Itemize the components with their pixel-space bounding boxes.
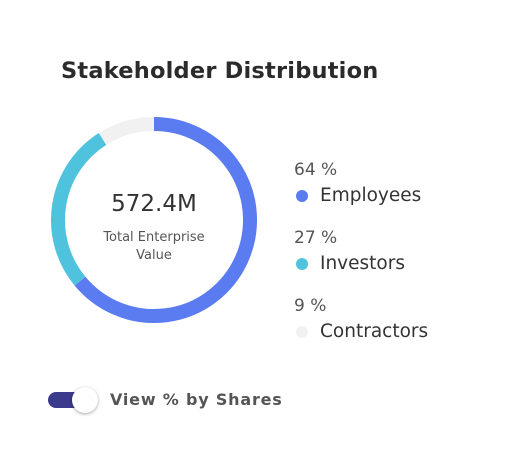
legend-label: Investors: [320, 253, 405, 274]
view-by-shares-toggle[interactable]: [48, 387, 98, 413]
total-value: 572.4M: [111, 191, 197, 217]
toggle-label: View % by Shares: [110, 390, 283, 409]
legend-dot-icon: [296, 326, 308, 338]
legend-dot-icon: [296, 190, 308, 202]
toggle-knob[interactable]: [72, 387, 98, 413]
total-caption: Total Enterprise Value: [103, 230, 205, 263]
legend-label: Employees: [320, 185, 422, 206]
legend-percent: 27 %: [294, 228, 338, 248]
legend-label: Contractors: [320, 321, 429, 342]
chart-title: Stakeholder Distribution: [61, 58, 379, 84]
donut-slice-contractors: [98, 117, 155, 145]
donut-slice-employees: [74, 117, 257, 323]
legend-dot-icon: [296, 258, 308, 270]
legend-percent: 64 %: [294, 160, 338, 180]
legend-percent: 9 %: [294, 296, 327, 316]
